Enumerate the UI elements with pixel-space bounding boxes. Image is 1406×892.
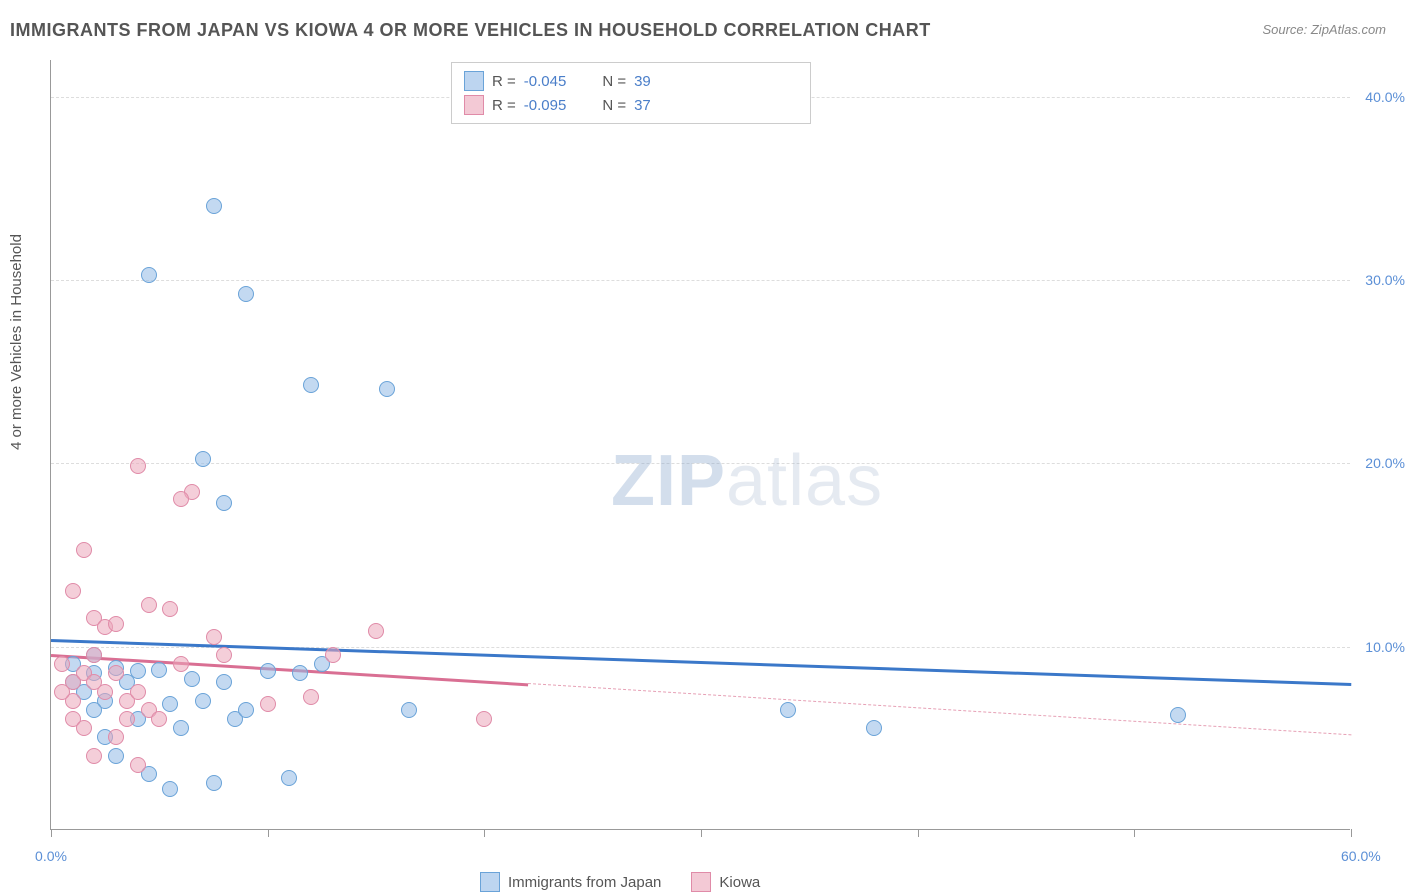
watermark-atlas: atlas [726, 441, 883, 521]
data-point [54, 684, 70, 700]
chart-container: IMMIGRANTS FROM JAPAN VS KIOWA 4 OR MORE… [0, 0, 1406, 892]
correlation-legend: R = -0.045 N = 39 R = -0.095 N = 37 [451, 62, 811, 124]
data-point [86, 647, 102, 663]
data-point [108, 729, 124, 745]
data-point [97, 684, 113, 700]
data-point [108, 665, 124, 681]
data-point [216, 674, 232, 690]
watermark: ZIPatlas [611, 440, 883, 522]
y-tick-label: 20.0% [1365, 455, 1405, 471]
gridline [51, 280, 1350, 281]
data-point [195, 451, 211, 467]
legend-item: Kiowa [691, 872, 760, 892]
n-value: 37 [634, 97, 651, 114]
legend-row: R = -0.095 N = 37 [464, 93, 798, 117]
data-point [130, 458, 146, 474]
data-point [151, 711, 167, 727]
data-point [173, 491, 189, 507]
data-point [206, 198, 222, 214]
data-point [86, 702, 102, 718]
x-tick [1134, 829, 1135, 837]
n-value: 39 [634, 73, 651, 90]
x-tick [1351, 829, 1352, 837]
x-tick [51, 829, 52, 837]
x-tick [918, 829, 919, 837]
data-point [238, 702, 254, 718]
data-point [108, 748, 124, 764]
r-value: -0.045 [524, 73, 567, 90]
x-tick-label: 0.0% [35, 848, 67, 864]
data-point [184, 671, 200, 687]
y-tick-label: 40.0% [1365, 89, 1405, 105]
data-point [325, 647, 341, 663]
x-tick-label: 60.0% [1341, 848, 1381, 864]
data-point [303, 689, 319, 705]
data-point [368, 623, 384, 639]
data-point [401, 702, 417, 718]
data-point [54, 656, 70, 672]
watermark-zip: ZIP [611, 441, 726, 521]
data-point [379, 381, 395, 397]
trend-line [528, 683, 1351, 735]
data-point [141, 597, 157, 613]
data-point [65, 583, 81, 599]
gridline [51, 463, 1350, 464]
r-value: -0.095 [524, 97, 567, 114]
data-point [216, 495, 232, 511]
swatch-series2 [464, 95, 484, 115]
data-point [162, 601, 178, 617]
data-point [303, 377, 319, 393]
data-point [195, 693, 211, 709]
data-point [119, 711, 135, 727]
data-point [141, 267, 157, 283]
swatch-series1 [464, 71, 484, 91]
legend-label: Immigrants from Japan [508, 874, 661, 891]
data-point [86, 748, 102, 764]
x-tick [268, 829, 269, 837]
y-tick-label: 10.0% [1365, 639, 1405, 655]
legend-row: R = -0.045 N = 39 [464, 69, 798, 93]
swatch-series2 [691, 872, 711, 892]
data-point [216, 647, 232, 663]
legend-item: Immigrants from Japan [480, 872, 661, 892]
data-point [780, 702, 796, 718]
data-point [206, 629, 222, 645]
data-point [76, 720, 92, 736]
data-point [162, 781, 178, 797]
legend-label: Kiowa [719, 874, 760, 891]
data-point [206, 775, 222, 791]
x-tick [484, 829, 485, 837]
chart-title: IMMIGRANTS FROM JAPAN VS KIOWA 4 OR MORE… [10, 20, 931, 41]
series-legend: Immigrants from Japan Kiowa [480, 872, 760, 892]
plot-area: ZIPatlas R = -0.045 N = 39 R = -0.095 N … [50, 60, 1350, 830]
data-point [162, 696, 178, 712]
r-label: R = [492, 73, 516, 90]
source-attribution: Source: ZipAtlas.com [1262, 22, 1386, 37]
n-label: N = [602, 73, 626, 90]
data-point [260, 696, 276, 712]
x-tick [701, 829, 702, 837]
data-point [866, 720, 882, 736]
data-point [1170, 707, 1186, 723]
data-point [173, 720, 189, 736]
data-point [130, 757, 146, 773]
data-point [260, 663, 276, 679]
data-point [151, 662, 167, 678]
data-point [476, 711, 492, 727]
y-tick-label: 30.0% [1365, 272, 1405, 288]
data-point [173, 656, 189, 672]
n-label: N = [602, 97, 626, 114]
data-point [292, 665, 308, 681]
data-point [108, 616, 124, 632]
data-point [238, 286, 254, 302]
data-point [281, 770, 297, 786]
y-axis-label: 4 or more Vehicles in Household [8, 234, 25, 450]
swatch-series1 [480, 872, 500, 892]
data-point [76, 542, 92, 558]
data-point [130, 684, 146, 700]
r-label: R = [492, 97, 516, 114]
